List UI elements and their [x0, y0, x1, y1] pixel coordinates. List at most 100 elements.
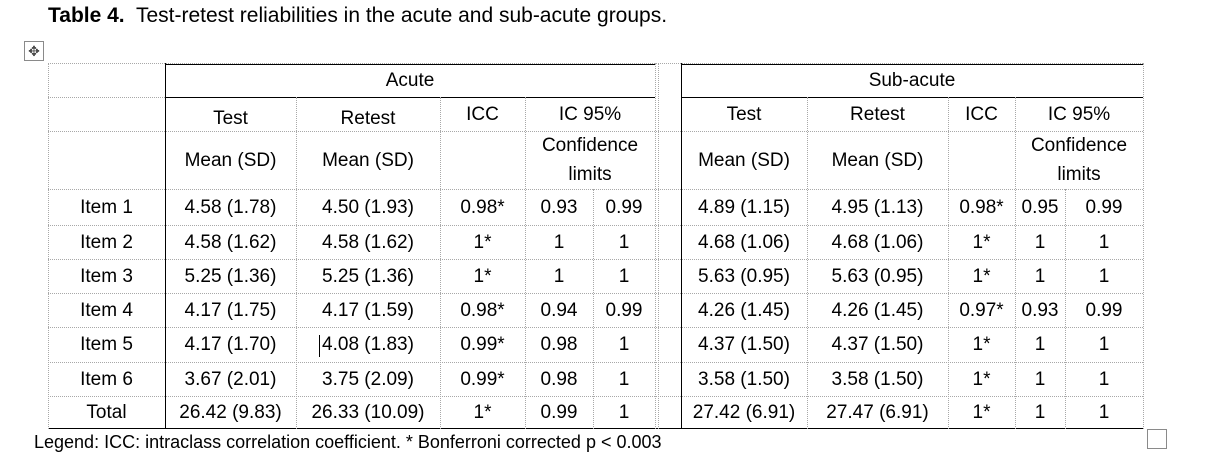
row-border — [48, 189, 1143, 190]
table-cell: 4.50 (1.93) — [322, 196, 414, 218]
table-cell: 0.99 — [1085, 299, 1123, 321]
row-border — [48, 396, 1143, 397]
table-cell: 1 — [1034, 231, 1046, 253]
table-cell: 4.26 (1.45) — [698, 299, 790, 321]
table-cell: 0.99* — [460, 334, 505, 355]
column-subheader: Confidence limits — [541, 135, 639, 185]
table-caption: Table 4. Test-retest reliabilities in th… — [48, 4, 667, 28]
table-cell: 0.98 — [540, 334, 578, 355]
column-border — [1065, 189, 1066, 429]
text-cursor — [319, 335, 320, 357]
table-cell: 1 — [618, 265, 630, 287]
table-cell: 4.17 (1.70) — [184, 334, 277, 355]
column-border — [807, 97, 808, 429]
row-border — [681, 64, 1143, 65]
column-header: ICC — [466, 103, 499, 125]
table-cell: 0.99 — [1085, 196, 1123, 218]
table-cell: 0.99 — [605, 299, 643, 321]
table-cell: 1 — [1098, 402, 1110, 423]
column-header: Test — [726, 103, 762, 125]
table-cell: 4.58 (1.62) — [184, 231, 277, 253]
column-border — [525, 97, 526, 429]
table-cell: 0.98* — [460, 196, 505, 218]
column-subheader: Confidence limits — [1030, 135, 1128, 185]
table-cell: 1 — [553, 231, 565, 253]
table-cell: 0.99 — [540, 402, 578, 423]
table-cell: 0.99 — [605, 196, 643, 218]
row-label: Item 3 — [80, 265, 133, 287]
table-cell: 1 — [618, 231, 630, 253]
table-cell: 1 — [1098, 231, 1110, 253]
column-border — [948, 97, 949, 429]
column-subheader: Mean (SD) — [184, 149, 277, 171]
table-cell: 1 — [1098, 368, 1110, 390]
row-label: Total — [86, 402, 127, 423]
row-border — [48, 63, 1143, 64]
row-border — [48, 327, 1143, 328]
table-cell: 1* — [473, 265, 492, 287]
table-number: Table 4. — [48, 4, 125, 27]
table-cell: 3.58 (1.50) — [831, 368, 924, 390]
table-cell: 1* — [972, 334, 991, 355]
table-cell: 4.89 (1.15) — [698, 196, 790, 218]
column-border — [658, 63, 659, 429]
column-border — [1015, 97, 1016, 429]
table-cell: 1* — [972, 402, 991, 423]
row-label: Item 2 — [80, 231, 133, 253]
table-cell: 1 — [618, 334, 630, 355]
table-cell: 4.08 (1.83) — [322, 334, 414, 355]
table-cell: 0.94 — [540, 299, 578, 321]
row-border — [48, 97, 165, 98]
row-border — [165, 64, 655, 65]
row-border — [48, 293, 1143, 294]
row-label: Item 5 — [80, 334, 133, 355]
row-border — [48, 362, 1143, 363]
table-cell: 4.37 (1.50) — [698, 334, 790, 355]
column-header: IC 95% — [558, 103, 622, 125]
row-label: Item 4 — [80, 299, 133, 321]
table-cell: 1 — [618, 368, 630, 390]
table-cell: 3.75 (2.09) — [322, 368, 414, 390]
column-header: Retest — [340, 107, 396, 129]
table-cell: 0.98* — [460, 299, 505, 321]
table-cell: 5.25 (1.36) — [184, 265, 277, 287]
table-cell: 1* — [972, 368, 991, 390]
table-cell: 26.42 (9.83) — [179, 402, 282, 423]
resize-handle-icon[interactable] — [1147, 429, 1167, 449]
table-cell: 27.47 (6.91) — [826, 402, 929, 423]
table-cell: 1 — [1098, 334, 1110, 355]
row-label: Item 6 — [80, 368, 133, 390]
column-header: ICC — [965, 103, 998, 125]
group-header-acute: Acute — [385, 69, 435, 91]
column-border — [681, 63, 682, 429]
table-cell: 26.33 (10.09) — [311, 402, 425, 423]
column-header: Retest — [850, 103, 905, 125]
table-cell: 4.26 (1.45) — [831, 299, 924, 321]
move-handle-icon[interactable]: ✥ — [24, 41, 44, 61]
table-cell: 4.17 (1.59) — [322, 299, 414, 321]
column-subheader: Mean (SD) — [322, 149, 414, 171]
table-cell: 4.68 (1.06) — [831, 231, 924, 253]
column-border — [440, 97, 441, 429]
row-border — [681, 97, 1143, 98]
table-cell: 1 — [1034, 368, 1046, 390]
table-cell: 1 — [618, 402, 630, 423]
table-cell: 1 — [1034, 334, 1046, 355]
table-cell: 3.67 (2.01) — [184, 368, 277, 390]
row-border — [165, 97, 655, 98]
table-cell: 3.58 (1.50) — [698, 368, 790, 390]
table-cell: 0.93 — [1021, 299, 1059, 321]
row-border — [48, 131, 1143, 132]
table-cell: 1 — [1034, 265, 1046, 287]
table-cell: 1 — [1098, 265, 1110, 287]
column-border — [655, 63, 656, 429]
table-cell: 4.95 (1.13) — [831, 196, 924, 218]
table-cell: 0.98 — [540, 368, 578, 390]
table-cell: 5.63 (0.95) — [698, 265, 790, 287]
table-title: Test-retest reliabilities in the acute a… — [135, 4, 668, 27]
group-header-subacute: Sub-acute — [868, 69, 956, 91]
table-cell: 1 — [553, 265, 565, 287]
table-cell: 27.42 (6.91) — [692, 402, 796, 423]
table-cell: 1* — [972, 265, 991, 287]
table-cell: 0.95 — [1021, 196, 1059, 218]
